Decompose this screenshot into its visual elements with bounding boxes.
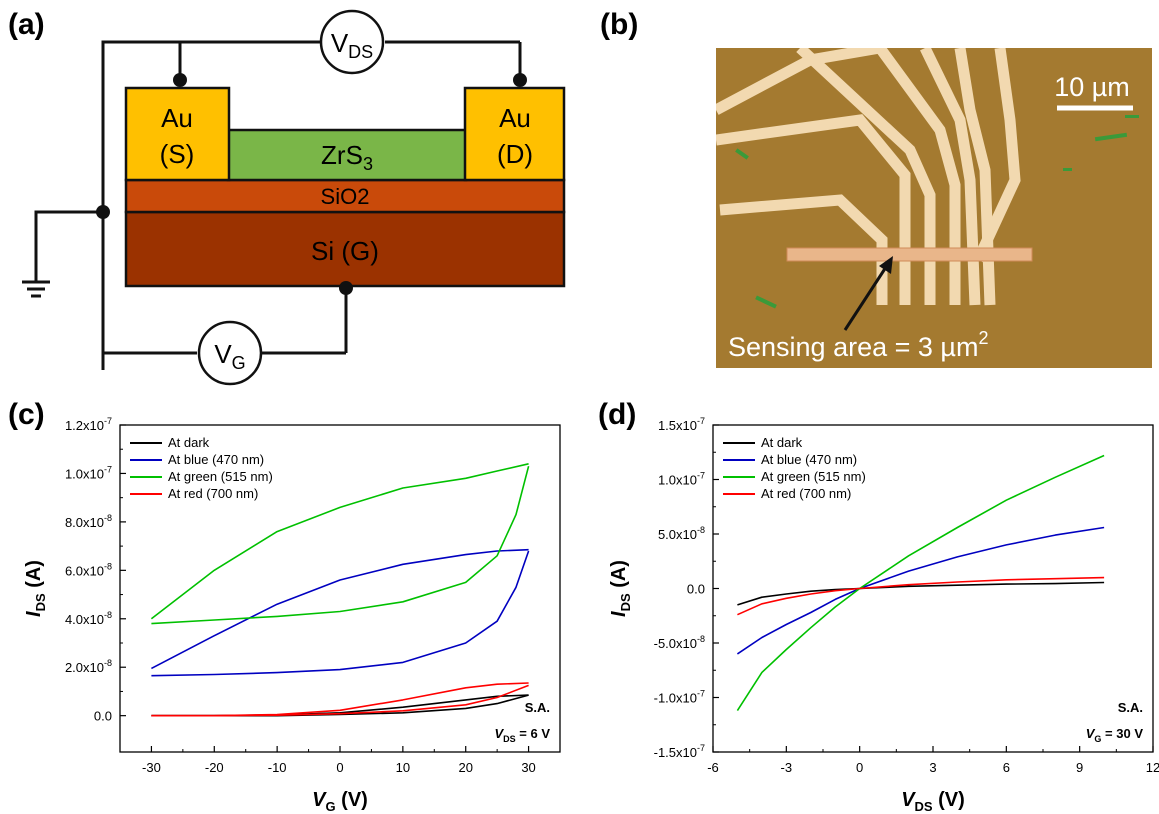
y-tick-label: 0.0 <box>687 582 705 597</box>
series-line <box>737 528 1104 654</box>
chart-d-output: -6 -3 0 3 6 9 12 -1.5x10-7 -1.0x10-7 -5.0x10-8 0.0… <box>608 416 1159 814</box>
series-line <box>151 550 528 669</box>
x-tick-label: 3 <box>929 760 936 775</box>
y-tick-label: 4.0x10-8 <box>65 610 112 627</box>
x-tick-label: 6 <box>1003 760 1010 775</box>
series-line <box>151 685 528 715</box>
x-axis-label: VDS (V) <box>901 789 965 814</box>
annotation-bias-subscript: G <box>1094 734 1101 744</box>
y-axis-subscript: DS <box>33 593 48 611</box>
x-tick-label: 9 <box>1076 760 1083 775</box>
series-line <box>737 583 1104 605</box>
y-axis-label: IDS (A) <box>608 560 633 617</box>
annotation-bias-value: = 30 V <box>1101 726 1143 741</box>
y-tick-label: 2.0x10-8 <box>65 658 112 675</box>
y-tick-label: -5.0x10-8 <box>654 634 705 651</box>
y-tick-label: 0.0 <box>94 709 112 724</box>
legend-label: At dark <box>761 435 803 450</box>
y-axis-subscript: DS <box>618 593 633 611</box>
x-axis-subscript: DS <box>915 799 933 814</box>
x-tick-label: 12 <box>1146 760 1159 775</box>
y-axis-unit: (A) <box>23 560 45 593</box>
x-tick-label: -30 <box>142 760 161 775</box>
x-axis-subscript: G <box>326 799 336 814</box>
y-tick-label: 1.5x10-7 <box>658 416 705 433</box>
x-axis-label: VG (V) <box>312 789 368 814</box>
x-tick-label: 0 <box>336 760 343 775</box>
chart-c-transfer: -30 -20 -10 0 10 20 30 0.0 2.0x10-8 4.0x10-8 6.0x1… <box>23 416 560 814</box>
y-tick-label: 1.0x10-7 <box>65 464 112 481</box>
y-tick-label: 1.0x10-7 <box>658 471 705 488</box>
legend-label: At green (515 nm) <box>761 469 866 484</box>
x-tick-label: 0 <box>856 760 863 775</box>
y-tick-label: 1.2x10-7 <box>65 416 112 433</box>
y-axis-unit: (A) <box>608 560 630 593</box>
x-tick-label: 20 <box>458 760 472 775</box>
annotation-sa: S.A. <box>525 700 550 715</box>
legend-label: At blue (470 nm) <box>168 452 264 467</box>
annotation-bias: VDS = 6 V <box>494 726 550 744</box>
legend-label: At red (700 nm) <box>168 486 258 501</box>
annotation-bias-subscript: DS <box>503 734 516 744</box>
y-tick-label: -1.5x10-7 <box>654 743 705 760</box>
y-tick-label: 8.0x10-8 <box>65 513 112 530</box>
x-tick-label: 30 <box>521 760 535 775</box>
x-tick-label: -10 <box>268 760 287 775</box>
y-tick-label: -1.0x10-7 <box>654 689 705 706</box>
y-tick-label: 5.0x10-8 <box>658 525 705 542</box>
x-tick-label: -3 <box>781 760 793 775</box>
x-tick-label: -6 <box>707 760 719 775</box>
x-axis-unit: (V) <box>336 789 368 811</box>
legend-label: At red (700 nm) <box>761 486 851 501</box>
y-axis-label: IDS (A) <box>23 560 48 617</box>
x-tick-label: 10 <box>396 760 410 775</box>
series-line <box>151 695 528 716</box>
legend-label: At green (515 nm) <box>168 469 273 484</box>
annotation-bias: VG = 30 V <box>1086 726 1144 744</box>
y-tick-label: 6.0x10-8 <box>65 561 112 578</box>
x-axis-unit: (V) <box>933 789 965 811</box>
annotation-bias-value: = 6 V <box>516 726 551 741</box>
series-line <box>151 551 528 676</box>
x-tick-label: -20 <box>205 760 224 775</box>
legend-label: At dark <box>168 435 210 450</box>
legend-label: At blue (470 nm) <box>761 452 857 467</box>
annotation-sa: S.A. <box>1118 700 1143 715</box>
